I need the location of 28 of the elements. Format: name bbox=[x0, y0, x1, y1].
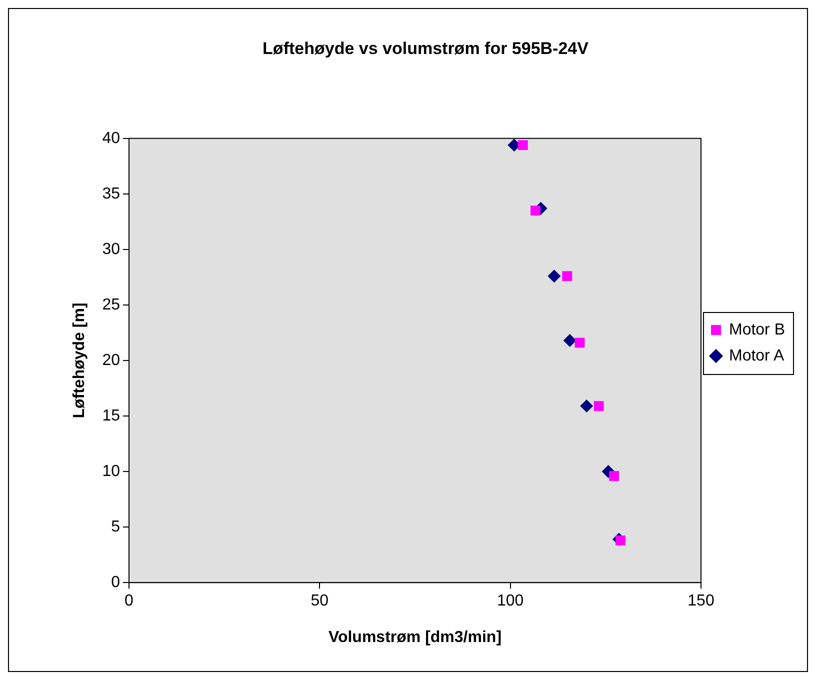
y-tick-label: 10 bbox=[102, 462, 120, 480]
y-tick-label: 40 bbox=[102, 130, 120, 147]
point bbox=[616, 535, 626, 546]
point bbox=[562, 271, 572, 282]
y-tick-label: 5 bbox=[111, 518, 120, 536]
legend-label: Motor B bbox=[728, 321, 785, 338]
point bbox=[530, 206, 540, 216]
y-tick-label: 25 bbox=[102, 296, 120, 314]
point bbox=[518, 140, 528, 150]
point bbox=[563, 334, 576, 348]
y-tick-label: 0 bbox=[111, 574, 120, 592]
point bbox=[580, 400, 594, 413]
x-tick-label: 150 bbox=[688, 592, 714, 610]
y-tick-label: 15 bbox=[102, 407, 120, 424]
x-tick-label: 50 bbox=[310, 592, 329, 610]
y-tick-label: 20 bbox=[102, 352, 120, 369]
y-axis-title: Løftehøyde [m] bbox=[71, 302, 88, 418]
x-axis-title: Volumstrøm [dm3/min] bbox=[328, 628, 502, 646]
point bbox=[574, 338, 585, 348]
legend-label: Motor A bbox=[728, 347, 784, 364]
point bbox=[548, 270, 561, 283]
chart-title: Løftehøyde vs volumstrøm for 595B-24V bbox=[262, 38, 590, 58]
point bbox=[594, 401, 604, 411]
y-tick-label: 35 bbox=[102, 185, 120, 202]
y-tick-label: 30 bbox=[102, 240, 120, 258]
point bbox=[609, 471, 619, 481]
x-tick-label: 0 bbox=[124, 592, 134, 610]
x-tick-label: 100 bbox=[496, 592, 524, 610]
